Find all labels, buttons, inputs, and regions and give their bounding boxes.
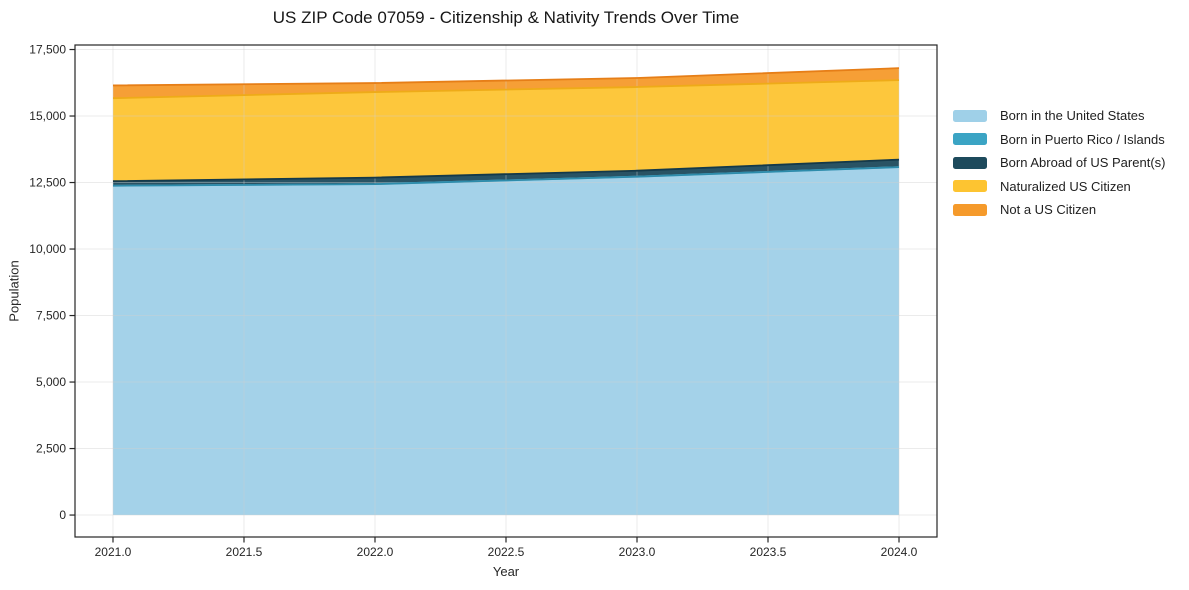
y-tick-label-12500: 12,500	[29, 176, 66, 190]
x-tick-label-2022.0: 2022.0	[357, 545, 394, 559]
legend-swatch-born-in-puerto-rico-islands	[953, 133, 987, 146]
x-tick-label-2023.0: 2023.0	[619, 545, 656, 559]
chart-title: US ZIP Code 07059 - Citizenship & Nativi…	[272, 8, 740, 27]
legend-item-born-abroad-of-us-parent-s: Born Abroad of US Parent(s)	[953, 151, 1165, 175]
boundary-line-not-a-us-citizen	[112, 67, 900, 87]
x-tick-label-2022.5: 2022.5	[488, 545, 525, 559]
legend-label: Naturalized US Citizen	[1000, 178, 1131, 194]
y-tick-label-2500: 2,500	[36, 442, 66, 456]
legend-swatch-naturalized-us-citizen	[953, 180, 987, 193]
legend-swatch-born-in-the-united-states	[953, 109, 987, 122]
legend-item-naturalized-us-citizen: Naturalized US Citizen	[953, 175, 1165, 199]
legend-swatch-born-abroad-of-us-parent-s	[953, 156, 987, 169]
legend-swatch-not-a-us-citizen	[953, 203, 987, 216]
legend-item-born-in-the-united-states: Born in the United States	[953, 104, 1165, 128]
x-tick-label-2021.5: 2021.5	[226, 545, 263, 559]
y-tick-label-10000: 10,000	[29, 242, 66, 256]
boundary-line-born-abroad-of-us-parent-s	[112, 158, 900, 183]
x-tick-label-2023.5: 2023.5	[750, 545, 787, 559]
boundary-line-naturalized-us-citizen	[112, 79, 900, 100]
legend: Born in the United States Born in Puerto …	[953, 104, 1165, 222]
legend-label: Born in the United States	[1000, 108, 1145, 124]
y-tick-label-17500: 17,500	[29, 43, 66, 57]
legend-item-not-a-us-citizen: Not a US Citizen	[953, 198, 1165, 222]
area-born-in-the-united-states	[112, 167, 900, 516]
boundary-line-born-in-puerto-rico-islands	[112, 166, 900, 187]
y-tick-label-15000: 15,000	[29, 109, 66, 123]
x-tick-label-2024.0: 2024.0	[881, 545, 918, 559]
y-tick-label-0: 0	[59, 508, 66, 522]
x-axis-label: Year	[492, 564, 520, 579]
y-axis-label: Population	[6, 260, 22, 322]
legend-label: Not a US Citizen	[1000, 202, 1097, 218]
legend-label: Born Abroad of US Parent(s)	[1000, 155, 1166, 171]
y-tick-label-5000: 5,000	[36, 375, 66, 389]
legend-label: Born in Puerto Rico / Islands	[1000, 131, 1165, 147]
y-tick-label-7500: 7,500	[36, 309, 66, 323]
legend-item-born-in-puerto-rico-islands: Born in Puerto Rico / Islands	[953, 128, 1165, 152]
x-tick-label-2021.0: 2021.0	[95, 545, 132, 559]
area-naturalized-us-citizen	[112, 80, 900, 182]
